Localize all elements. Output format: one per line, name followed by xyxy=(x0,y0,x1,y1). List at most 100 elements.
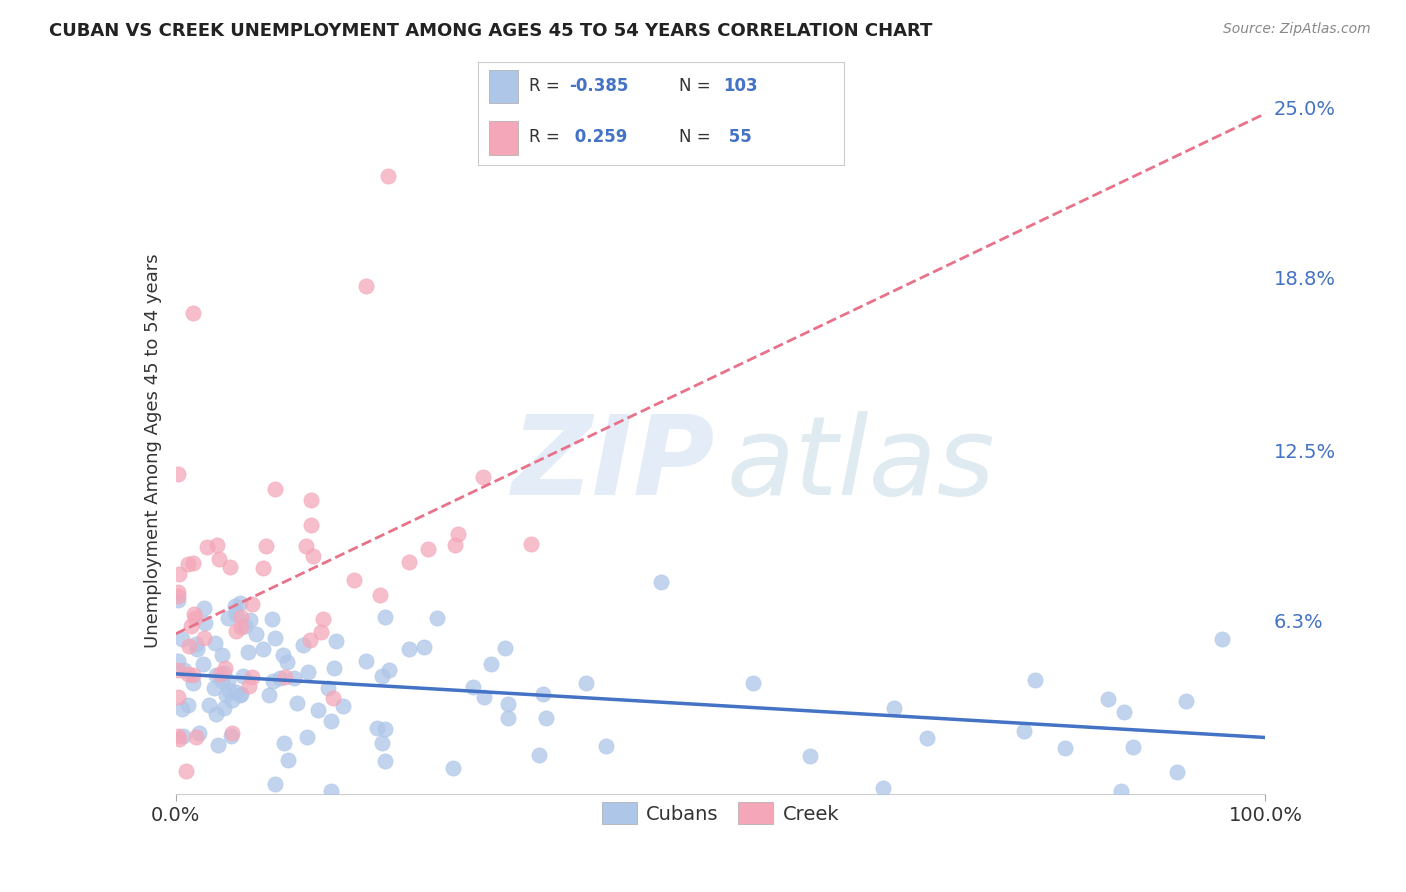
Point xyxy=(398,642,420,657)
Point xyxy=(181,306,204,320)
Point xyxy=(252,641,274,656)
Point xyxy=(167,690,190,704)
Point xyxy=(186,642,208,657)
Point xyxy=(167,584,190,599)
Point xyxy=(1097,692,1119,706)
Point xyxy=(194,615,217,630)
Point xyxy=(167,663,190,677)
Point xyxy=(215,688,238,702)
Point xyxy=(531,687,554,701)
Bar xyxy=(489,121,519,155)
Point xyxy=(167,566,190,581)
Point xyxy=(366,721,388,735)
Point xyxy=(167,732,190,747)
Text: R =: R = xyxy=(529,77,565,95)
Point xyxy=(302,549,325,563)
Point xyxy=(236,645,259,659)
Point xyxy=(461,681,484,695)
Point xyxy=(176,667,198,681)
Point xyxy=(742,676,765,690)
Point xyxy=(273,648,295,663)
Point xyxy=(374,722,396,736)
Point xyxy=(167,593,190,607)
Point xyxy=(416,542,439,557)
Point xyxy=(224,599,246,613)
Point xyxy=(479,657,502,671)
Point xyxy=(195,540,218,554)
Point xyxy=(167,654,190,668)
Point xyxy=(332,699,354,714)
Point xyxy=(170,702,193,716)
Point xyxy=(193,631,215,645)
Point xyxy=(254,539,277,553)
Point xyxy=(1054,741,1077,756)
Text: N =: N = xyxy=(679,77,716,95)
Point xyxy=(218,682,240,697)
Point xyxy=(173,663,195,677)
Point xyxy=(297,665,319,680)
Point xyxy=(356,278,378,293)
Point xyxy=(1174,694,1197,708)
Text: ZIP: ZIP xyxy=(512,410,716,517)
Point xyxy=(295,731,318,745)
Point xyxy=(217,611,239,625)
Point xyxy=(172,729,194,743)
Point xyxy=(519,537,541,551)
Point xyxy=(229,619,252,633)
Text: 55: 55 xyxy=(723,128,752,145)
Point xyxy=(446,526,468,541)
Point xyxy=(650,575,672,590)
Point xyxy=(257,688,280,702)
Point xyxy=(229,597,252,611)
Legend: Cubans, Creek: Cubans, Creek xyxy=(593,794,848,832)
Point xyxy=(368,588,391,602)
Point xyxy=(575,676,598,690)
Text: N =: N = xyxy=(679,128,716,145)
Point xyxy=(443,538,465,552)
Point xyxy=(283,671,305,685)
Point xyxy=(494,640,516,655)
Point xyxy=(183,607,205,621)
Point xyxy=(1166,764,1188,779)
Point xyxy=(443,761,465,775)
Text: -0.385: -0.385 xyxy=(569,77,628,95)
Point xyxy=(321,784,343,798)
Point xyxy=(221,693,243,707)
Point xyxy=(354,654,377,668)
Point xyxy=(322,691,344,706)
Point xyxy=(301,518,323,533)
Point xyxy=(527,748,550,763)
Point xyxy=(212,701,235,715)
Point xyxy=(240,670,263,684)
Point xyxy=(242,597,264,611)
Point xyxy=(205,668,228,682)
Point xyxy=(413,640,436,654)
Point xyxy=(167,467,190,481)
Point xyxy=(211,674,233,689)
Point xyxy=(321,714,343,729)
Text: 0.259: 0.259 xyxy=(569,128,628,145)
Point xyxy=(1122,740,1144,755)
Point xyxy=(180,619,202,633)
Text: Source: ZipAtlas.com: Source: ZipAtlas.com xyxy=(1223,22,1371,37)
Point xyxy=(177,639,200,653)
Point xyxy=(371,736,394,750)
Text: atlas: atlas xyxy=(725,410,994,517)
Point xyxy=(184,731,207,745)
Point xyxy=(172,632,194,647)
Point xyxy=(263,631,285,645)
Point xyxy=(184,611,207,625)
Point xyxy=(472,690,495,705)
Point xyxy=(299,632,322,647)
Point xyxy=(239,613,262,627)
Point xyxy=(167,589,190,603)
Point xyxy=(1111,784,1133,798)
Point xyxy=(211,648,233,663)
Point xyxy=(374,610,396,624)
Point xyxy=(1112,705,1135,719)
Point xyxy=(496,698,519,712)
Point xyxy=(277,753,299,767)
Point xyxy=(273,736,295,750)
Point xyxy=(208,551,231,566)
Point xyxy=(915,731,938,745)
